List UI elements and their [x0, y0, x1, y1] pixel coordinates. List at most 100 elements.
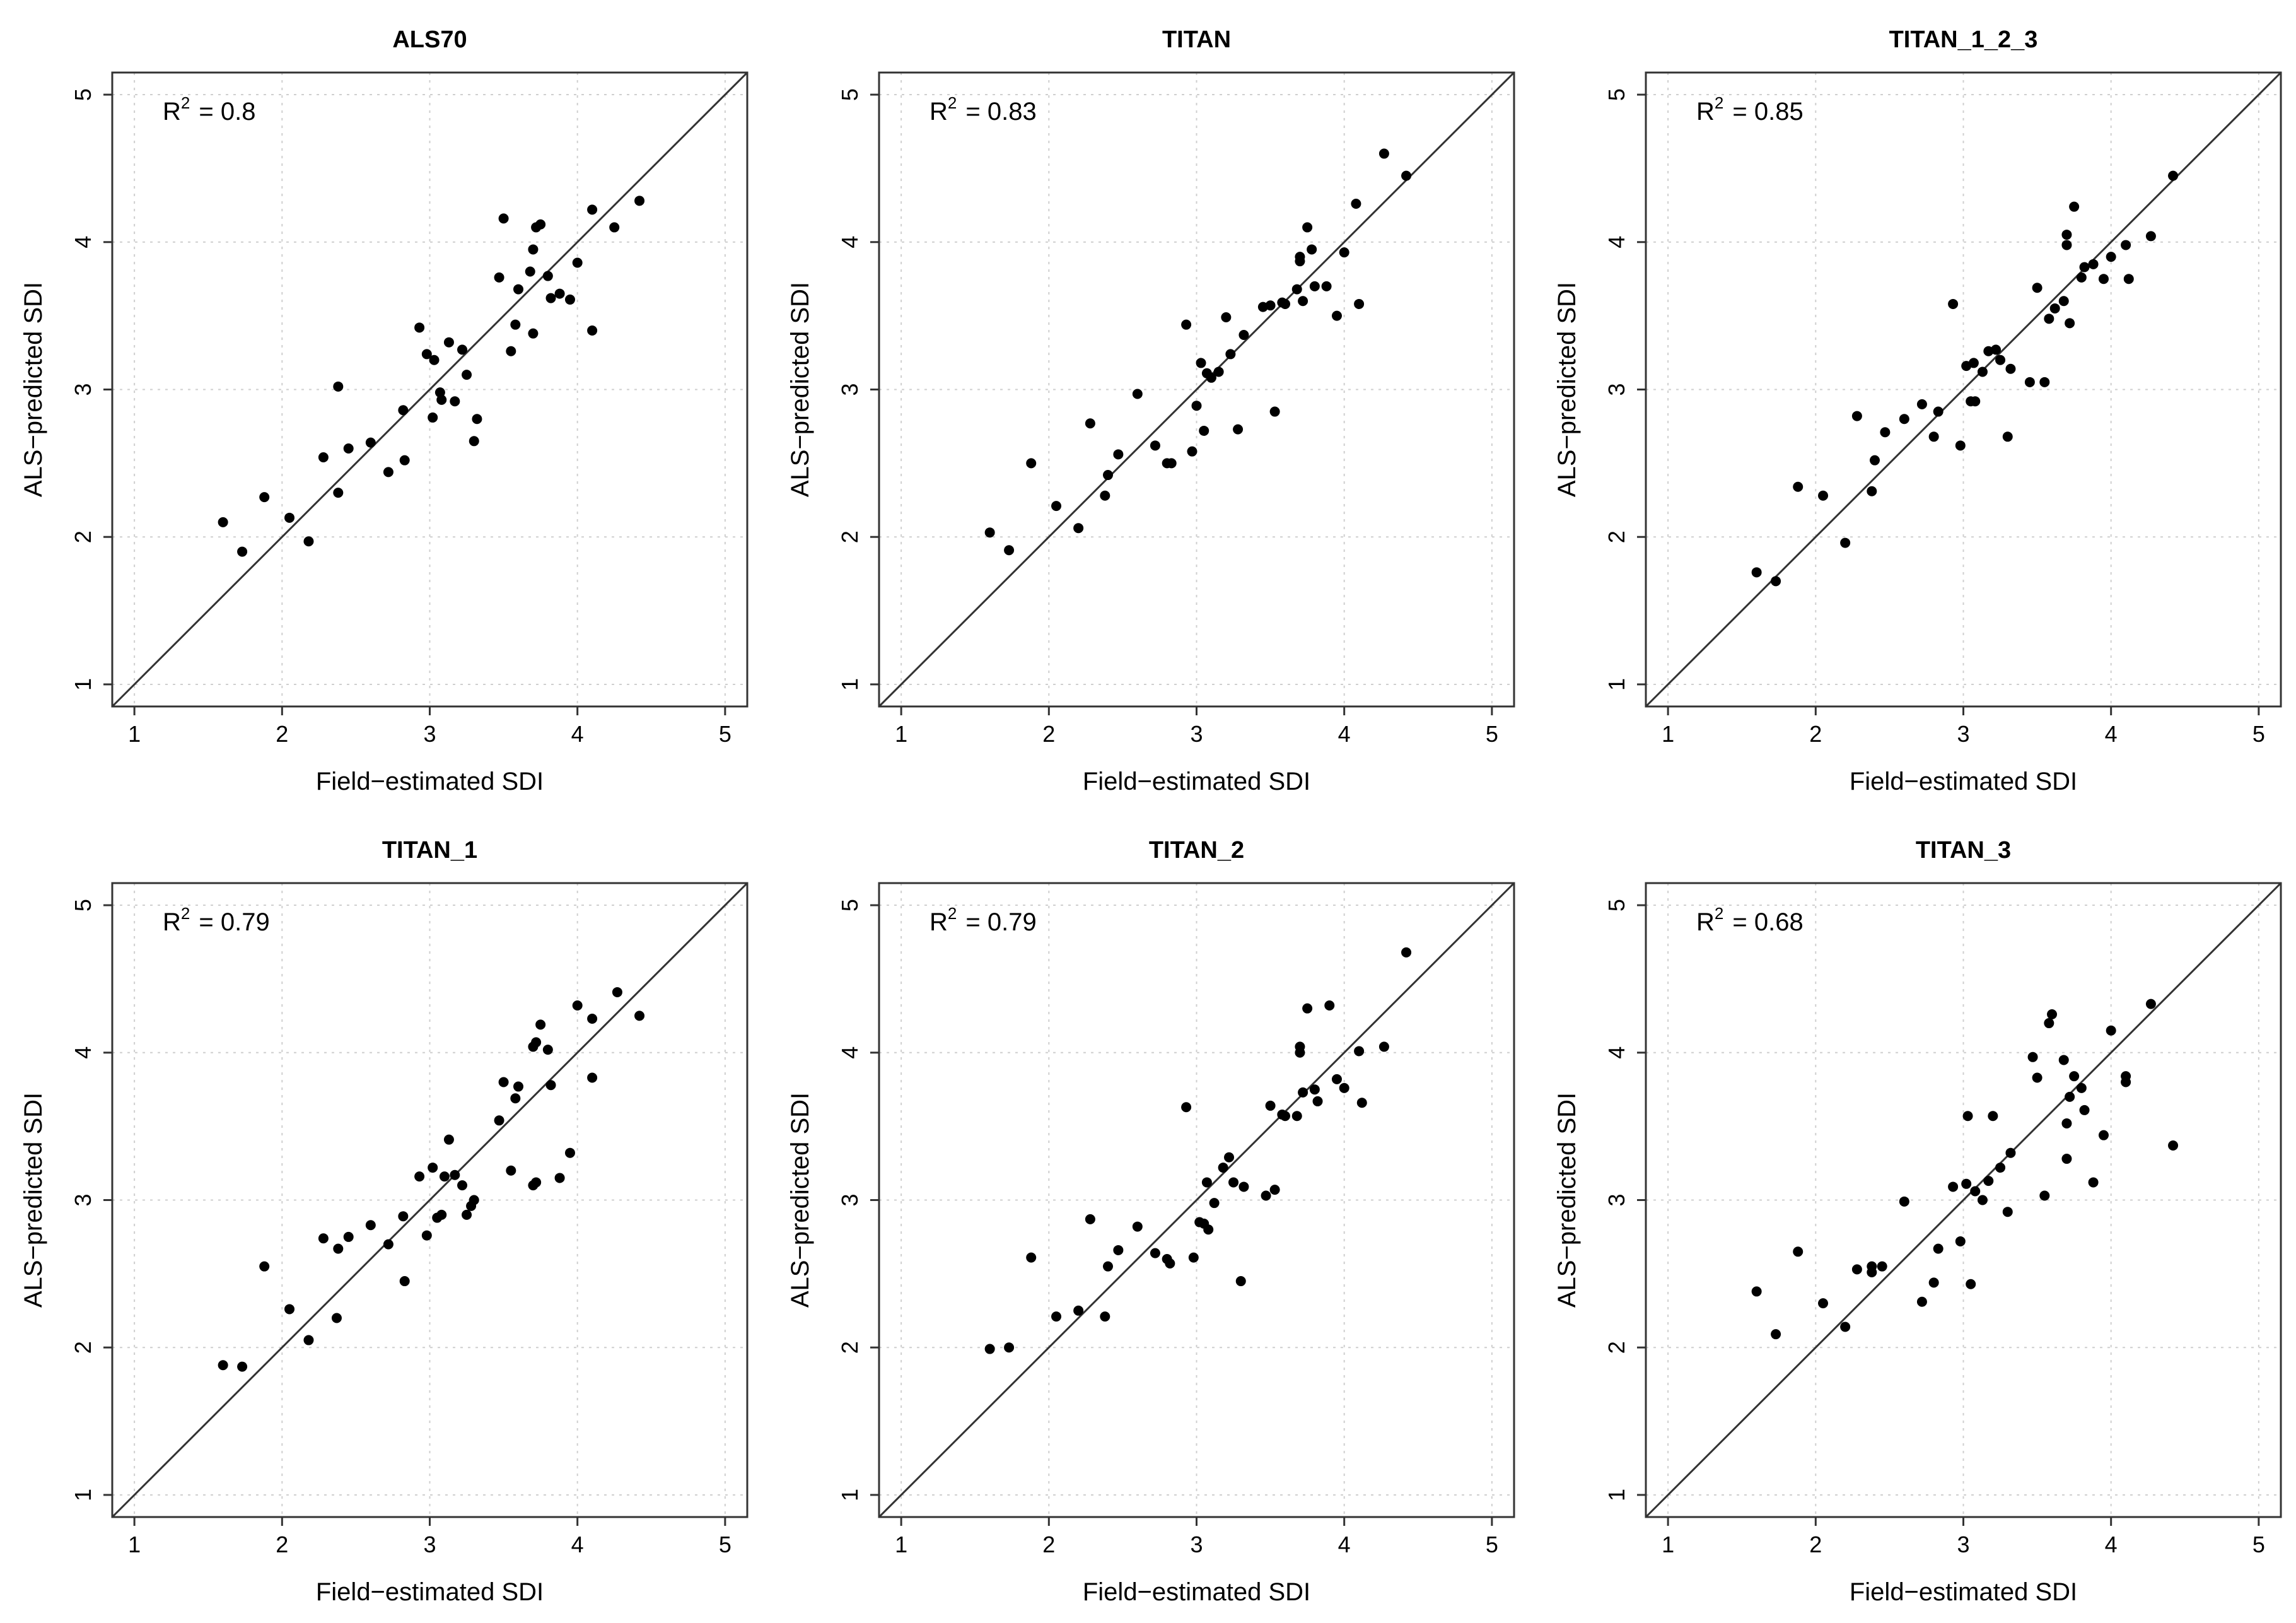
data-point [259, 492, 270, 503]
data-point [2106, 252, 2116, 262]
data-point [2098, 274, 2109, 284]
data-point [1988, 1111, 1998, 1122]
data-point [429, 354, 440, 365]
data-point [1354, 1046, 1365, 1057]
y-axis-label: ALS−predicted SDI [786, 282, 814, 497]
data-point [1132, 389, 1143, 399]
data-point [513, 1081, 524, 1092]
data-point [1298, 1087, 1308, 1098]
r2-value: = 0.68 [1732, 908, 1803, 936]
data-point [2024, 377, 2035, 387]
panel-title: TITAN [1162, 26, 1231, 53]
y-tick-label: 5 [837, 88, 863, 101]
r2-annotation: R2 = 0.85 [1696, 93, 1804, 126]
data-point [1771, 576, 1781, 587]
data-point [439, 1171, 450, 1182]
data-point [2032, 1072, 2043, 1083]
data-point [1280, 298, 1291, 309]
data-point [1235, 1276, 1246, 1287]
data-point [1181, 319, 1192, 330]
panel-6: TITAN_3 1 2 3 4 5 1 2 3 4 5 Field−estimated SDI ALS−… [1553, 837, 2282, 1606]
y-tick-label: 1 [837, 1489, 863, 1501]
data-point [1378, 1041, 1389, 1052]
data-point [469, 436, 479, 447]
data-point [1867, 1261, 1877, 1272]
panel-title: TITAN_2 [1149, 837, 1244, 864]
data-point [1191, 401, 1202, 411]
x-tick-label: 5 [1486, 1532, 1498, 1557]
data-point [414, 322, 425, 333]
x-tick-label: 5 [719, 1532, 731, 1557]
data-point [1291, 284, 1302, 295]
y-axis-label: ALS−predicted SDI [786, 1093, 814, 1308]
data-point [1298, 296, 1308, 307]
r2-symbol: R [1696, 98, 1715, 126]
data-point [237, 1361, 248, 1372]
data-point [1309, 1084, 1320, 1095]
r2-superscript: 2 [1715, 904, 1723, 923]
data-point [383, 467, 393, 478]
data-point [1916, 399, 1927, 409]
data-point [472, 414, 482, 425]
data-point [1295, 256, 1305, 267]
r2-value: = 0.83 [965, 98, 1036, 126]
y-tick-label: 3 [70, 1193, 96, 1206]
data-point [1150, 1248, 1160, 1258]
data-point [1221, 312, 1232, 322]
data-point [443, 1134, 454, 1145]
data-point [398, 405, 409, 416]
data-point [1324, 1000, 1335, 1011]
data-point [1265, 300, 1276, 311]
data-point [1933, 406, 1943, 417]
data-point [2044, 1018, 2054, 1029]
data-point [1970, 396, 1981, 407]
data-point [1955, 440, 1966, 451]
panel-3: TITAN_1_2_3 1 2 3 4 5 1 2 3 4 5 Field−estimated SDI… [1553, 26, 2282, 795]
y-tick-label: 5 [70, 899, 96, 911]
data-point [318, 1233, 329, 1244]
r2-superscript: 2 [948, 904, 957, 923]
data-point [2069, 1071, 2080, 1082]
data-point [399, 1276, 410, 1287]
data-point [2049, 303, 2060, 313]
x-tick-label: 2 [1809, 1532, 1822, 1557]
data-point [333, 1243, 344, 1254]
panel-2: TITAN 1 2 3 4 5 1 2 3 4 5 Field−estimated SDI ALS−pr… [786, 26, 1515, 795]
data-point [1818, 490, 1829, 501]
data-point [2065, 318, 2075, 329]
data-point [2058, 1055, 2069, 1065]
data-point [1977, 366, 1988, 377]
r2-symbol: R [163, 908, 181, 936]
x-axis-label: Field−estimated SDI [1083, 1578, 1310, 1606]
data-point [1916, 1296, 1927, 1307]
data-point [1295, 1047, 1305, 1058]
data-point [1356, 1098, 1367, 1108]
data-point [587, 1072, 598, 1083]
data-point [1218, 1163, 1228, 1173]
data-point [2002, 1207, 2013, 1217]
data-point [1051, 501, 1062, 512]
y-tick-label: 1 [70, 1489, 96, 1501]
data-point [303, 536, 314, 547]
data-point [984, 527, 995, 538]
data-point [1238, 1181, 1249, 1192]
x-tick-label: 2 [276, 721, 288, 747]
y-tick-label: 3 [837, 1193, 863, 1206]
data-point [535, 1019, 546, 1030]
data-point [343, 443, 354, 454]
data-point [572, 1000, 583, 1011]
data-point [2044, 313, 2054, 324]
y-tick-label: 5 [70, 88, 96, 101]
data-point [1302, 1003, 1313, 1014]
data-point [2027, 1052, 2038, 1062]
data-point [218, 1360, 228, 1371]
data-point [1309, 281, 1320, 291]
y-tick-label: 3 [70, 383, 96, 395]
data-point [1004, 545, 1015, 556]
data-point [1228, 1177, 1239, 1188]
data-point [1928, 1277, 1939, 1288]
data-point [506, 346, 516, 356]
r2-superscript: 2 [1715, 93, 1723, 112]
data-point [343, 1231, 354, 1242]
x-tick-label: 1 [895, 1532, 907, 1557]
